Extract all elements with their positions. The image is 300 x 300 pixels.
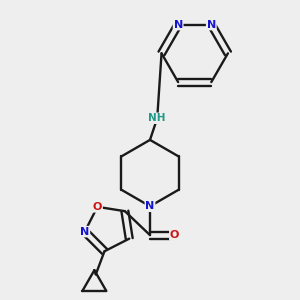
Text: NH: NH: [148, 113, 166, 123]
Text: O: O: [93, 202, 102, 212]
Text: O: O: [170, 230, 179, 240]
Text: N: N: [173, 20, 183, 30]
Text: N: N: [207, 20, 216, 30]
Text: N: N: [146, 201, 154, 211]
Text: N: N: [80, 226, 89, 237]
